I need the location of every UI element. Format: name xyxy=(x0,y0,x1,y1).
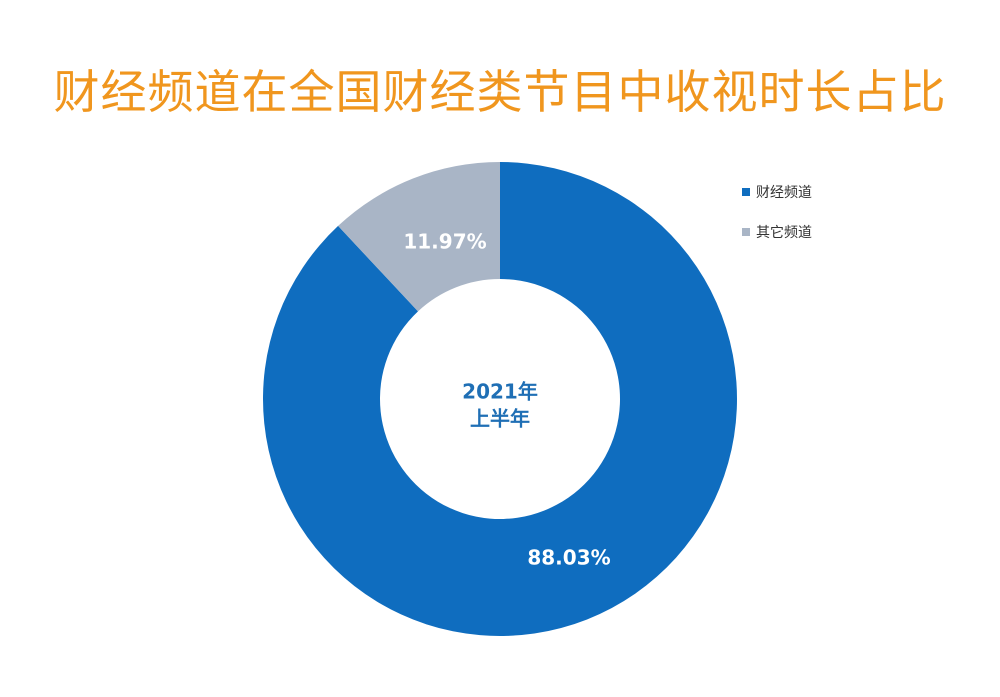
donut-slice-caijing xyxy=(263,162,737,636)
legend-label-caijing: 财经频道 xyxy=(756,185,812,201)
center-label-line-1: 2021年 xyxy=(462,380,538,404)
legend-swatch-caijing xyxy=(742,188,750,196)
chart-title: 财经频道在全国财经类节目中收视时长占比 xyxy=(53,65,947,119)
center-label-line-2: 上半年 xyxy=(470,407,530,431)
slice-label-caijing: 88.03% xyxy=(527,546,610,570)
legend: 财经频道 其它频道 xyxy=(742,182,812,262)
legend-label-qita: 其它频道 xyxy=(756,225,812,241)
donut-slice-qita xyxy=(338,162,500,312)
slice-label-qita: 11.97% xyxy=(403,230,486,254)
donut-slices xyxy=(263,162,737,636)
legend-swatch-qita xyxy=(742,228,750,236)
legend-item-caijing: 财经频道 xyxy=(742,182,812,202)
legend-item-qita: 其它频道 xyxy=(742,222,812,242)
slice-labels: 88.03% 11.97% xyxy=(403,230,610,570)
